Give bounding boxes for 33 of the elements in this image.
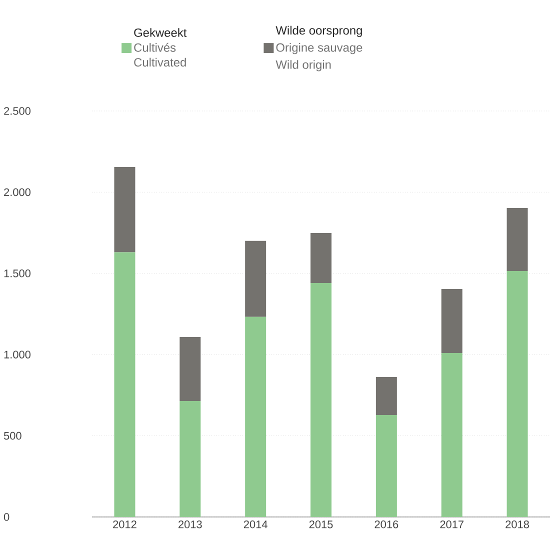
x-tick-label: 2018 (506, 520, 529, 528)
text: Wild origin (276, 60, 331, 72)
bar (506, 208, 528, 271)
bar (376, 376, 397, 415)
bar (441, 352, 462, 517)
bar (310, 232, 332, 283)
y-tick-label: 0 (4, 513, 10, 521)
bar (245, 240, 266, 317)
x-tick-label: 2013 (178, 520, 202, 528)
y-tick-label: 500 (4, 432, 22, 440)
text: Wilde oorsprong (276, 26, 362, 37)
legend-label: Origine sauvage (276, 42, 362, 54)
x-tick-label: 2016 (374, 520, 398, 528)
x-tick-label: 2017 (440, 520, 464, 528)
bar (114, 252, 136, 517)
bar (310, 282, 332, 517)
text: Gekweekt (134, 28, 187, 37)
bar (114, 167, 136, 252)
bar (180, 401, 201, 517)
y-tick-label: 1.500 (4, 270, 31, 278)
text: Cultivated (134, 58, 186, 67)
bar (376, 415, 397, 517)
y-tick-label: 2.000 (4, 188, 31, 196)
y-tick-label: 1.000 (4, 350, 31, 358)
legend-label: Cultivés (134, 42, 176, 52)
x-tick-label: 2012 (113, 520, 136, 528)
bar (441, 288, 462, 353)
bar (506, 270, 528, 517)
x-tick-label: 2014 (244, 520, 268, 528)
y-tick-label: 2.500 (4, 107, 31, 115)
bar (245, 316, 266, 517)
bar (180, 337, 201, 402)
x-tick-label: 2015 (309, 520, 333, 528)
